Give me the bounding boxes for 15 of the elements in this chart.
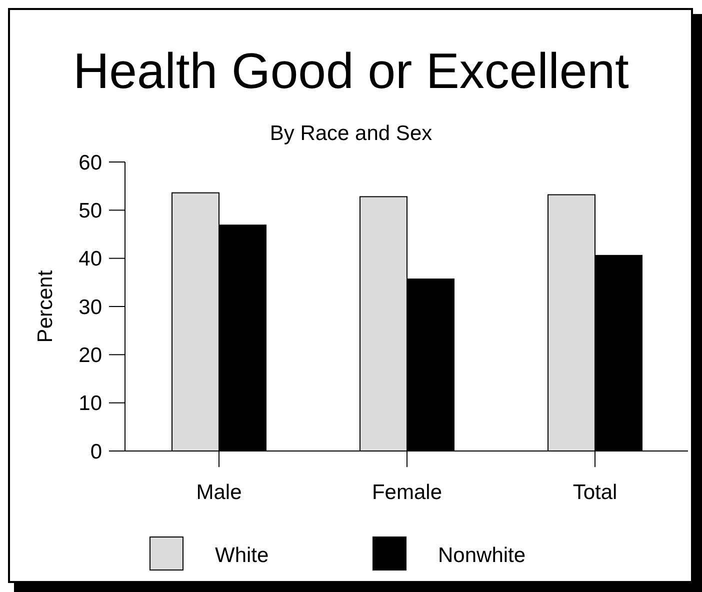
y-axis-title: Percent — [34, 270, 57, 343]
chart-subtitle: By Race and Sex — [270, 122, 433, 145]
legend-label: Nonwhite — [438, 544, 526, 567]
chart-title: Health Good or Excellent — [73, 43, 630, 99]
y-tick-label: 0 — [90, 440, 102, 464]
x-tick-label: Female — [372, 481, 442, 504]
x-tick-label: Total — [572, 481, 618, 504]
y-tick-label: 50 — [78, 200, 102, 223]
legend-label: White — [215, 544, 269, 567]
y-tick-label: 30 — [78, 296, 102, 319]
x-tick-label: Male — [196, 481, 242, 504]
y-tick-label: 40 — [78, 248, 102, 271]
y-tick-label: 20 — [78, 344, 102, 368]
y-tick-label: 60 — [78, 151, 102, 174]
y-tick-label: 10 — [78, 392, 102, 416]
